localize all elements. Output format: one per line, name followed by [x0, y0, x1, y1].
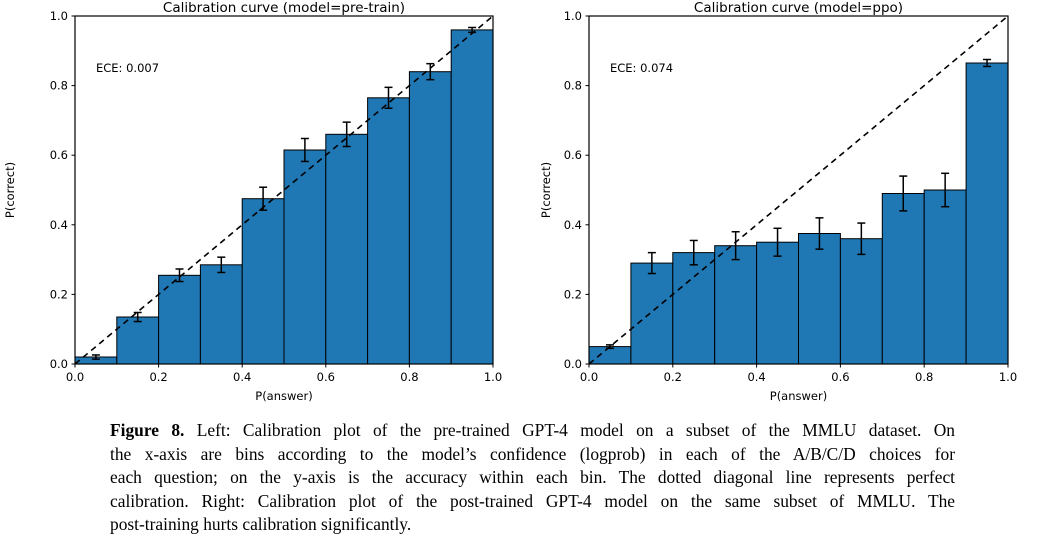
pretrain-calibration-chart: 0.0 0.2 0.4 0.6 0.8 1.0 0.0 0.2 0.4 0.6 0.8 1.0 Cali… — [0, 0, 527, 412]
histogram-bar — [714, 245, 758, 365]
x-tick-label: 0.2 — [664, 370, 682, 384]
y-tick-label: 0.6 — [50, 148, 68, 162]
histogram-bar — [450, 29, 494, 365]
y-tick-label: 0.4 — [564, 218, 582, 232]
histogram-bar — [965, 62, 1009, 365]
histogram-bar — [672, 252, 716, 365]
caption-line: the x-axis are bins according to the mod… — [110, 443, 955, 464]
histogram-bar — [630, 262, 674, 365]
histogram-bar — [839, 238, 883, 365]
histogram-bar — [588, 346, 632, 365]
x-tick-label: 0.0 — [66, 370, 84, 384]
chart-title: Calibration curve (model=pre-train) — [163, 0, 405, 16]
y-tick-label: 0.2 — [564, 287, 582, 301]
y-tick-label: 0.6 — [564, 148, 582, 162]
y-tick-label: 0.0 — [564, 357, 582, 371]
y-tick-label: 1.0 — [564, 9, 582, 23]
histogram-bar — [756, 241, 800, 365]
calibration-plot-svg: 0.0 0.2 0.4 0.6 0.8 1.0 0.0 0.2 0.4 0.6 0.8 1.0 Cali… — [539, 0, 1017, 403]
figure-caption: Figure 8. Left: Calibration plot of the … — [110, 419, 955, 537]
x-tick-label: 1.0 — [484, 370, 502, 384]
y-tick-label: 0.2 — [50, 287, 68, 301]
plot-border — [74, 15, 494, 365]
x-tick-label: 1.0 — [999, 370, 1017, 384]
y-axis-label: P(correct) — [3, 162, 17, 218]
caption-text: Left: Calibration plot of the pre-traine… — [184, 420, 956, 440]
caption-label: Figure 8. — [110, 420, 185, 440]
y-tick-label: 1.0 — [50, 9, 68, 23]
histogram-bar — [367, 97, 410, 365]
y-tick-label: 0.8 — [564, 79, 582, 93]
chart-title: Calibration curve (model=ppo) — [694, 0, 903, 16]
x-tick-label: 0.0 — [580, 370, 598, 384]
y-axis-label: P(correct) — [539, 162, 553, 218]
x-tick-label: 0.8 — [915, 370, 933, 384]
histogram-bar — [881, 193, 925, 365]
histogram-bar — [325, 133, 369, 365]
histogram-bar — [798, 233, 841, 365]
caption-line: post-training hurts calibration signific… — [110, 514, 412, 535]
plot-border — [588, 15, 1009, 365]
caption-line: each question; on the y-axis is the accu… — [110, 467, 955, 488]
histogram-bar — [923, 189, 967, 365]
x-tick-label: 0.4 — [233, 370, 251, 384]
perfect-calibration-line — [588, 15, 1009, 365]
perfect-calibration-line — [74, 15, 494, 365]
x-tick-label: 0.4 — [747, 370, 765, 384]
histogram-bar — [408, 71, 452, 365]
x-tick-label: 0.6 — [831, 370, 849, 384]
calibration-plot-svg: 0.0 0.2 0.4 0.6 0.8 1.0 0.0 0.2 0.4 0.6 0.8 1.0 Cali… — [3, 0, 502, 403]
ece-annotation: ECE: 0.074 — [610, 61, 673, 75]
x-tick-label: 0.6 — [317, 370, 335, 384]
histogram-bar — [241, 198, 285, 365]
histogram-bar — [199, 264, 243, 365]
x-axis-label: P(answer) — [770, 389, 827, 403]
ece-annotation: ECE: 0.007 — [96, 61, 159, 75]
histogram-bar — [116, 316, 160, 365]
y-tick-label: 0.4 — [50, 218, 68, 232]
y-tick-label: 0.8 — [50, 79, 68, 93]
caption-line: calibration. Right: Calibration plot of … — [110, 490, 955, 511]
histogram-bar — [283, 149, 327, 365]
y-tick-label: 0.0 — [50, 357, 68, 371]
x-tick-label: 0.2 — [149, 370, 167, 384]
x-tick-label: 0.8 — [400, 370, 418, 384]
ppo-calibration-chart: 0.0 0.2 0.4 0.6 0.8 1.0 0.0 0.2 0.4 0.6 0.8 1.0 Cali… — [527, 0, 1054, 412]
x-axis-label: P(answer) — [255, 389, 312, 403]
caption-line: Figure 8. Left: Calibration plot of the … — [110, 419, 955, 443]
